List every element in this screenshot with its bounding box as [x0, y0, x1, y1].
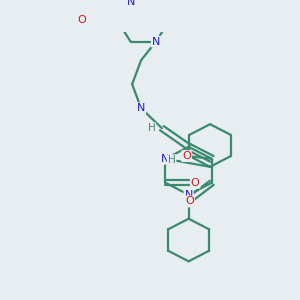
Text: N: N: [127, 0, 135, 8]
Text: H: H: [168, 155, 176, 165]
Text: H: H: [148, 123, 155, 133]
Text: O: O: [77, 15, 86, 25]
Text: N: N: [161, 154, 170, 164]
Text: O: O: [191, 178, 200, 188]
Text: O: O: [182, 151, 191, 161]
Text: N: N: [137, 103, 145, 113]
Text: O: O: [185, 196, 194, 206]
Text: N: N: [184, 190, 193, 200]
Text: N: N: [152, 37, 160, 46]
